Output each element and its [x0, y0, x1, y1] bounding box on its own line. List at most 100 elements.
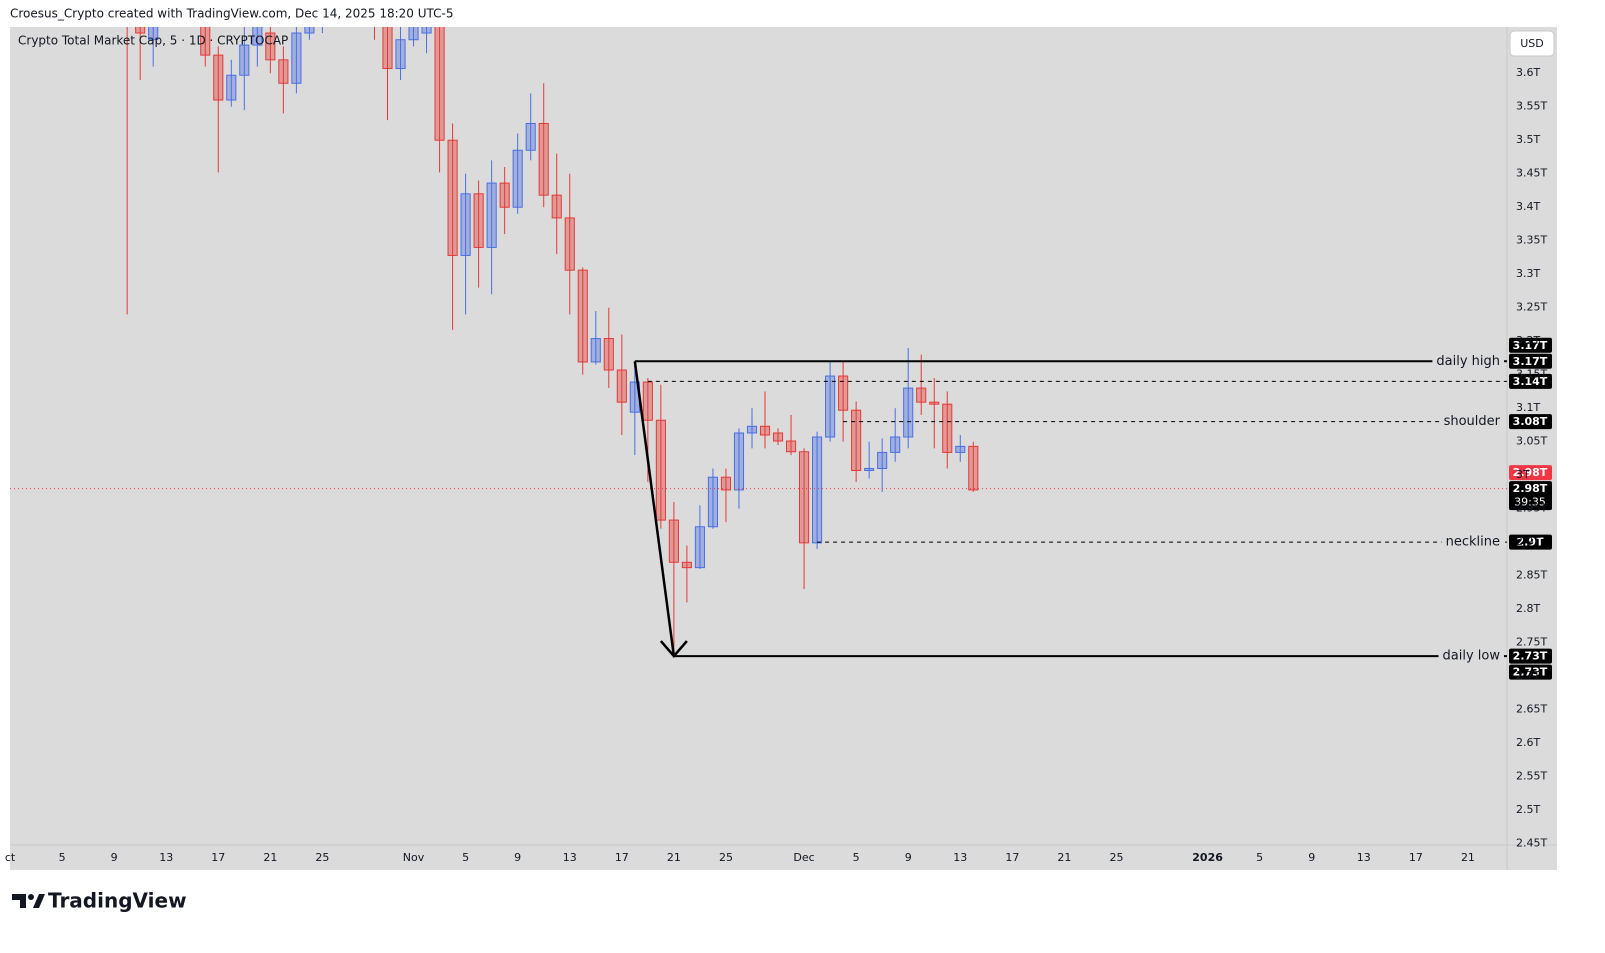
candle-body — [148, 27, 159, 41]
candle-body — [590, 338, 601, 363]
y-tick-label: 2.65T — [1516, 703, 1547, 716]
x-tick-label: 25 — [719, 851, 733, 864]
y-tick-label: 2.7T — [1516, 669, 1540, 682]
y-tick-label: 3.55T — [1516, 100, 1547, 113]
candle-body — [486, 182, 497, 248]
x-tick-label: 25 — [1109, 851, 1123, 864]
x-tick-label: 9 — [905, 851, 912, 864]
currency-box[interactable] — [1509, 30, 1555, 57]
candle-body — [603, 338, 614, 371]
candle-body — [733, 432, 745, 491]
price-tag-label: 2.98T — [1513, 482, 1548, 495]
brand-logo — [12, 894, 45, 908]
countdown: 39:35 — [1514, 496, 1546, 509]
y-tick-label: 2.75T — [1516, 636, 1547, 649]
candle-body — [916, 387, 927, 403]
candle-body — [382, 27, 393, 70]
currency[interactable]: USD — [1520, 37, 1544, 50]
y-tick-label: 3.45T — [1516, 167, 1547, 180]
candle-body — [851, 409, 862, 472]
candle-body — [812, 436, 823, 544]
candle-body — [239, 44, 250, 76]
candle-body — [577, 269, 588, 363]
candle-body — [564, 217, 575, 271]
x-tick-label: 5 — [462, 851, 469, 864]
candle-body — [694, 526, 705, 569]
price-tag — [1509, 534, 1552, 550]
x-tick-label: 5 — [853, 851, 860, 864]
candle-body — [877, 451, 888, 469]
candle-body — [942, 403, 953, 453]
price-tag-label: 2.73T — [1513, 666, 1548, 679]
x-tick-label: 13 — [563, 851, 577, 864]
candle-body — [616, 369, 627, 403]
price-tag-label: 3.17T — [1513, 339, 1548, 352]
candle-body — [278, 59, 289, 84]
price-tag — [1509, 648, 1552, 664]
x-tick-label: 17 — [615, 851, 629, 864]
candle-body — [890, 436, 901, 453]
plot — [126, 27, 979, 657]
candle-body — [799, 451, 810, 544]
candle-body — [903, 387, 914, 438]
chart-title: Crypto Total Market Cap, 5 · 1D · CRYPTO… — [18, 34, 288, 48]
level-label-bg — [1432, 353, 1504, 370]
candle-body — [772, 432, 784, 442]
candle-body — [538, 122, 549, 196]
candle-body — [200, 27, 211, 56]
y-tick-label: 2.95T — [1516, 502, 1547, 515]
price-tag — [1509, 373, 1552, 389]
overlay: daily high 3.17T 3.14T shoulder 3.08T necklin… — [10, 337, 1552, 680]
candle-body — [864, 467, 875, 472]
x-tick-label: 21 — [667, 851, 681, 864]
candle-body — [525, 122, 536, 151]
candle-body — [473, 193, 484, 248]
candle-body — [681, 561, 692, 569]
x-tick-label: ct — [5, 851, 16, 864]
brand: TradingView — [48, 889, 187, 913]
x-tick-label: 5 — [59, 851, 66, 864]
price-tag — [1509, 414, 1552, 430]
candle-body — [265, 32, 276, 61]
level-label-bg — [1441, 534, 1504, 551]
candle-body — [707, 476, 718, 528]
chart-pane — [10, 27, 1557, 870]
x-tick-label: 9 — [1308, 851, 1315, 864]
y-tick-label: 3.4T — [1516, 200, 1540, 213]
price-tag — [1509, 481, 1552, 511]
y-tick-label: 2.6T — [1516, 736, 1540, 749]
x-tick-label: Dec — [793, 851, 814, 864]
level-label: daily high — [1436, 354, 1500, 369]
x-tick-label: 17 — [211, 851, 225, 864]
level-label: daily low — [1443, 649, 1501, 664]
price-tag-label: 3.14T — [1513, 375, 1548, 388]
candle-body — [838, 375, 849, 411]
level-label-bg — [1439, 413, 1504, 430]
price-tag-label: 2.9T — [1517, 536, 1544, 549]
y-tick-label: 3.15T — [1516, 368, 1547, 381]
last-price-label: 2.98T — [1513, 466, 1548, 479]
x-tick-label: 17 — [1005, 851, 1019, 864]
x-tick-label: 2026 — [1192, 851, 1223, 864]
candle-body — [655, 419, 666, 521]
level-label-bg — [1438, 648, 1504, 665]
candle-body — [408, 27, 419, 41]
y-tick-label: 3.3T — [1516, 267, 1540, 280]
candle-body — [226, 74, 237, 101]
y-tick-label: 3.35T — [1516, 234, 1547, 247]
candle-body — [460, 193, 471, 256]
x-tick-label: 9 — [111, 851, 118, 864]
candle-body — [642, 381, 653, 421]
arrow-line — [633, 361, 676, 657]
candle-body — [720, 476, 732, 491]
candle-body — [135, 27, 146, 34]
candle-body — [825, 375, 836, 438]
candle-body — [759, 425, 771, 436]
candle-body — [929, 401, 940, 405]
candle-body — [668, 519, 679, 563]
level-label: neckline — [1446, 535, 1500, 550]
y-tick-label: 3.6T — [1516, 66, 1540, 79]
y-tick-label: 2.9T — [1516, 535, 1540, 548]
